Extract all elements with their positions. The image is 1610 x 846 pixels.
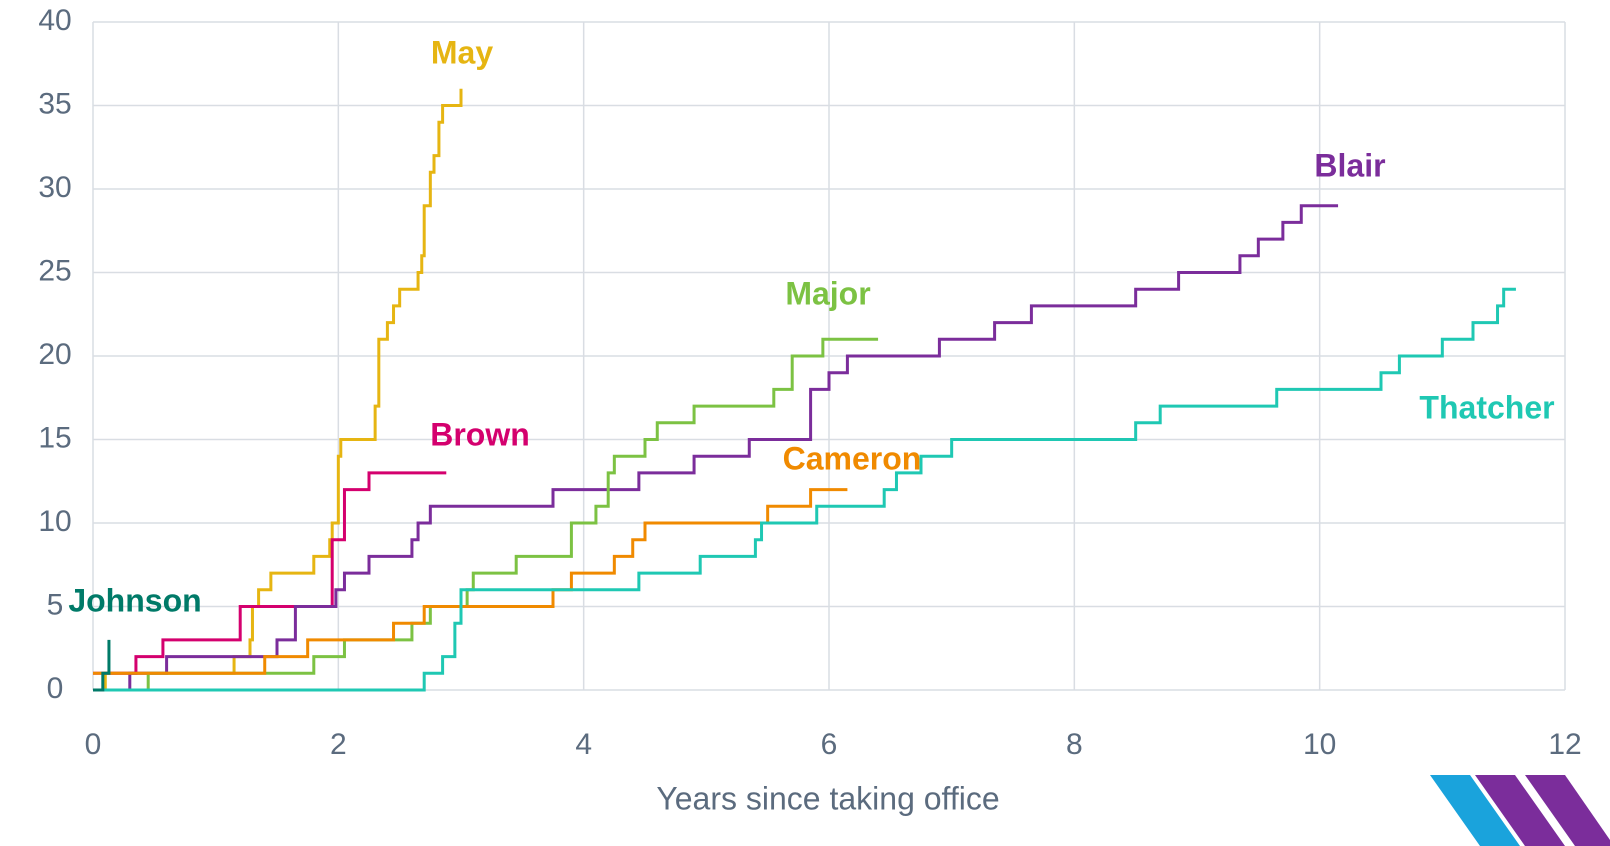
series-line (93, 488, 848, 675)
y-tick-label: 0 (47, 672, 64, 705)
x-tick-label: 10 (1303, 728, 1336, 761)
series-line (93, 337, 879, 692)
y-tick-label: 40 (38, 4, 71, 37)
series-label: Thatcher (1419, 389, 1554, 425)
x-tick-label: 2 (330, 728, 347, 761)
grid (92, 21, 1566, 691)
y-tick-label: 30 (38, 171, 71, 204)
y-tick-label: 20 (38, 338, 71, 371)
series-line (93, 639, 111, 692)
series-label: Cameron (783, 440, 922, 476)
x-axis-label: Years since taking office (656, 780, 999, 816)
y-tick-label: 15 (38, 421, 71, 454)
series-line (93, 204, 1339, 692)
series-label: May (431, 34, 493, 70)
series-line (93, 287, 1516, 692)
x-tick-label: 6 (821, 728, 838, 761)
series-label: Johnson (68, 582, 201, 618)
x-tick-label: 0 (85, 728, 102, 761)
series-label: Brown (430, 416, 530, 452)
series-label: Major (785, 275, 870, 311)
x-tick-label: 8 (1066, 728, 1083, 761)
y-tick-label: 35 (38, 87, 71, 120)
x-tick-label: 12 (1548, 728, 1581, 761)
y-tick-label: 25 (38, 254, 71, 287)
series-label: Blair (1314, 147, 1385, 183)
y-tick-label: 10 (38, 505, 71, 538)
x-tick-label: 4 (575, 728, 592, 761)
y-tick-label: 5 (47, 588, 64, 621)
series-line (93, 471, 447, 675)
logo (1430, 775, 1610, 846)
